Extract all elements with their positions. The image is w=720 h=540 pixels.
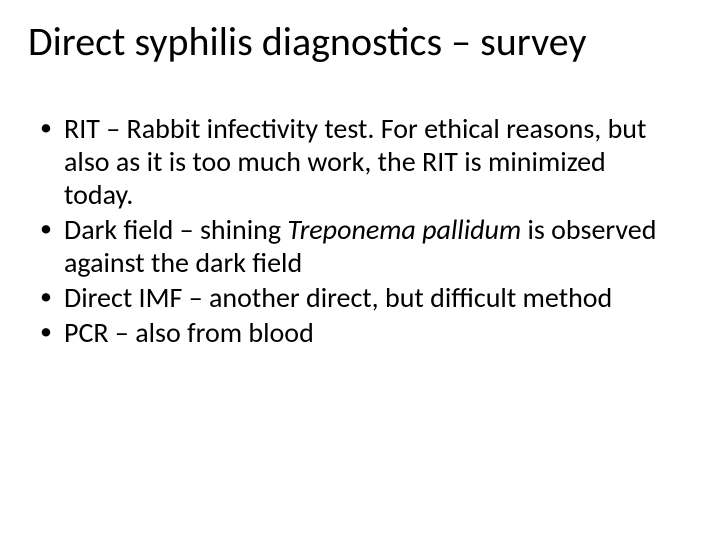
text-run: Dark field – shining [64,212,287,247]
list-item: PCR – also from blood [36,316,680,349]
list-item: RIT – Rabbit infectivity test. For ethic… [36,112,680,211]
text-run: Direct IMF – another direct, but difficu… [64,280,612,315]
list-item: Direct IMF – another direct, but difficu… [36,281,680,314]
text-run: Treponema pallidum [287,212,521,247]
slide-body: RIT – Rabbit infectivity test. For ethic… [36,112,680,351]
slide: Direct syphilis diagnostics – survey RIT… [0,0,720,540]
list-item: Dark field – shining Treponema pallidum … [36,213,680,279]
text-run: PCR – also from blood [64,315,314,350]
bullet-list: RIT – Rabbit infectivity test. For ethic… [36,112,680,349]
slide-title: Direct syphilis diagnostics – survey [28,20,700,64]
text-run: RIT – Rabbit infectivity test. For ethic… [64,111,646,212]
